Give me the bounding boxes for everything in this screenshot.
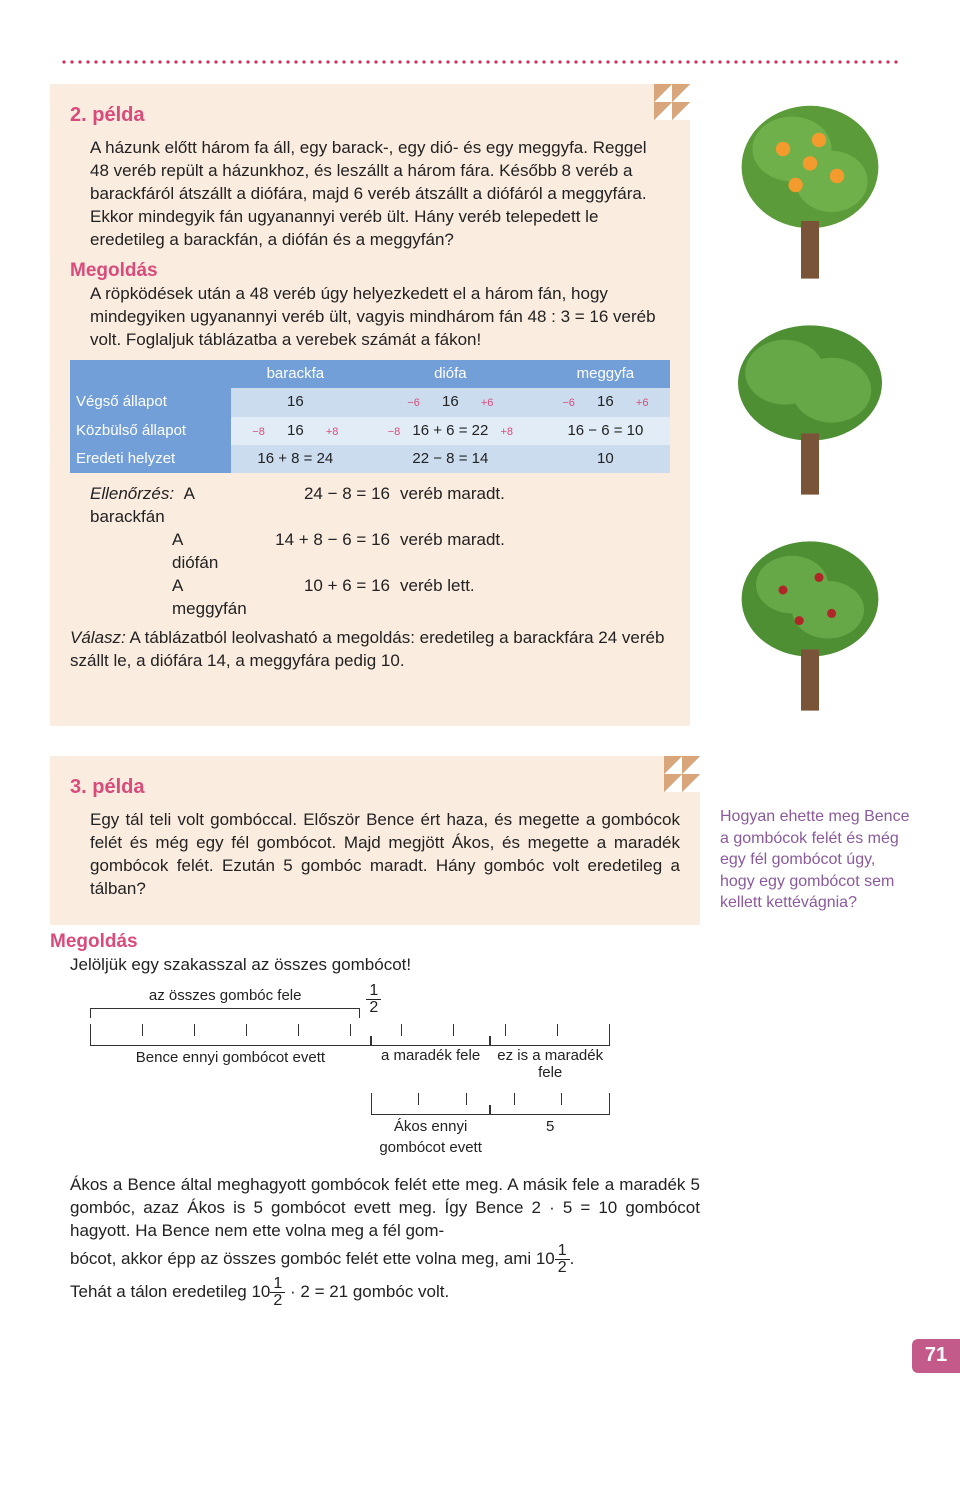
page-number: 71 bbox=[912, 1339, 960, 1373]
meggyfa-icon bbox=[720, 526, 900, 726]
example-2-problem: A házunk előtt három fa áll, egy barack-… bbox=[70, 137, 670, 252]
example-3-body-3: Tehát a tálon eredetileg 1012 · 2 = 21 g… bbox=[50, 1276, 700, 1309]
segment-diagram: az összes gombóc fele 12 Bence ennyi gom… bbox=[90, 983, 610, 1160]
th-meggyfa: meggyfa bbox=[541, 360, 670, 388]
th-blank bbox=[70, 360, 231, 388]
side-column: Hogyan ehette meg Bence a gombócok felét… bbox=[720, 756, 910, 1309]
example-2-table: barackfa diófa meggyfa Végső állapot 16 … bbox=[70, 360, 670, 473]
th-barackfa: barackfa bbox=[231, 360, 360, 388]
example-3-body: Ákos a Bence által meghagyott gombócok f… bbox=[50, 1174, 700, 1243]
cell: 16 bbox=[231, 388, 360, 416]
check-block: Ellenőrzés: A barackfán 24 − 8 = 16 veré… bbox=[70, 483, 670, 621]
tree-illustrations bbox=[710, 84, 910, 726]
cell: 22 − 8 = 14 bbox=[360, 445, 541, 473]
cell: 16 + 8 = 24 bbox=[231, 445, 360, 473]
side-note: Hogyan ehette meg Bence a gombócok felét… bbox=[720, 806, 910, 914]
top-divider bbox=[60, 60, 900, 64]
example-3-problem: Egy tál teli volt gombóccal. Először Ben… bbox=[70, 809, 680, 901]
example-2-box: 2. példa A házunk előtt három fa áll, eg… bbox=[50, 84, 690, 726]
cell: −6 16 +6 bbox=[360, 388, 541, 416]
row-label: Közbülső állapot bbox=[70, 417, 231, 445]
cell: −8 16 + 6 = 22 +8 bbox=[360, 417, 541, 445]
row-label: Végső állapot bbox=[70, 388, 231, 416]
solution-label: Megoldás bbox=[70, 258, 670, 284]
barackfa-icon bbox=[720, 94, 900, 294]
cell: 16 − 6 = 10 bbox=[541, 417, 670, 445]
example-3-lead: Jelöljük egy szakasszal az összes gombóc… bbox=[50, 954, 700, 977]
diofa-icon bbox=[720, 310, 900, 510]
example-2-answer: Válasz: A táblázatból leolvasható a mego… bbox=[70, 627, 670, 673]
cell: 10 bbox=[541, 445, 670, 473]
row-label: Eredeti helyzet bbox=[70, 445, 231, 473]
cell: −8 16 +8 bbox=[231, 417, 360, 445]
th-diofa: diófa bbox=[360, 360, 541, 388]
example-3-box: 3. példa Egy tál teli volt gombóccal. El… bbox=[50, 756, 700, 925]
example-3-body-2: bócot, akkor épp az összes gombóc felét … bbox=[50, 1243, 700, 1276]
cell: −6 16 +6 bbox=[541, 388, 670, 416]
solution-label: Megoldás bbox=[50, 929, 700, 955]
example-2-title: 2. példa bbox=[70, 102, 670, 129]
example-2-solution-text: A röpködések után a 48 veréb úgy helyezk… bbox=[70, 283, 670, 352]
example-3-title: 3. példa bbox=[70, 774, 680, 801]
